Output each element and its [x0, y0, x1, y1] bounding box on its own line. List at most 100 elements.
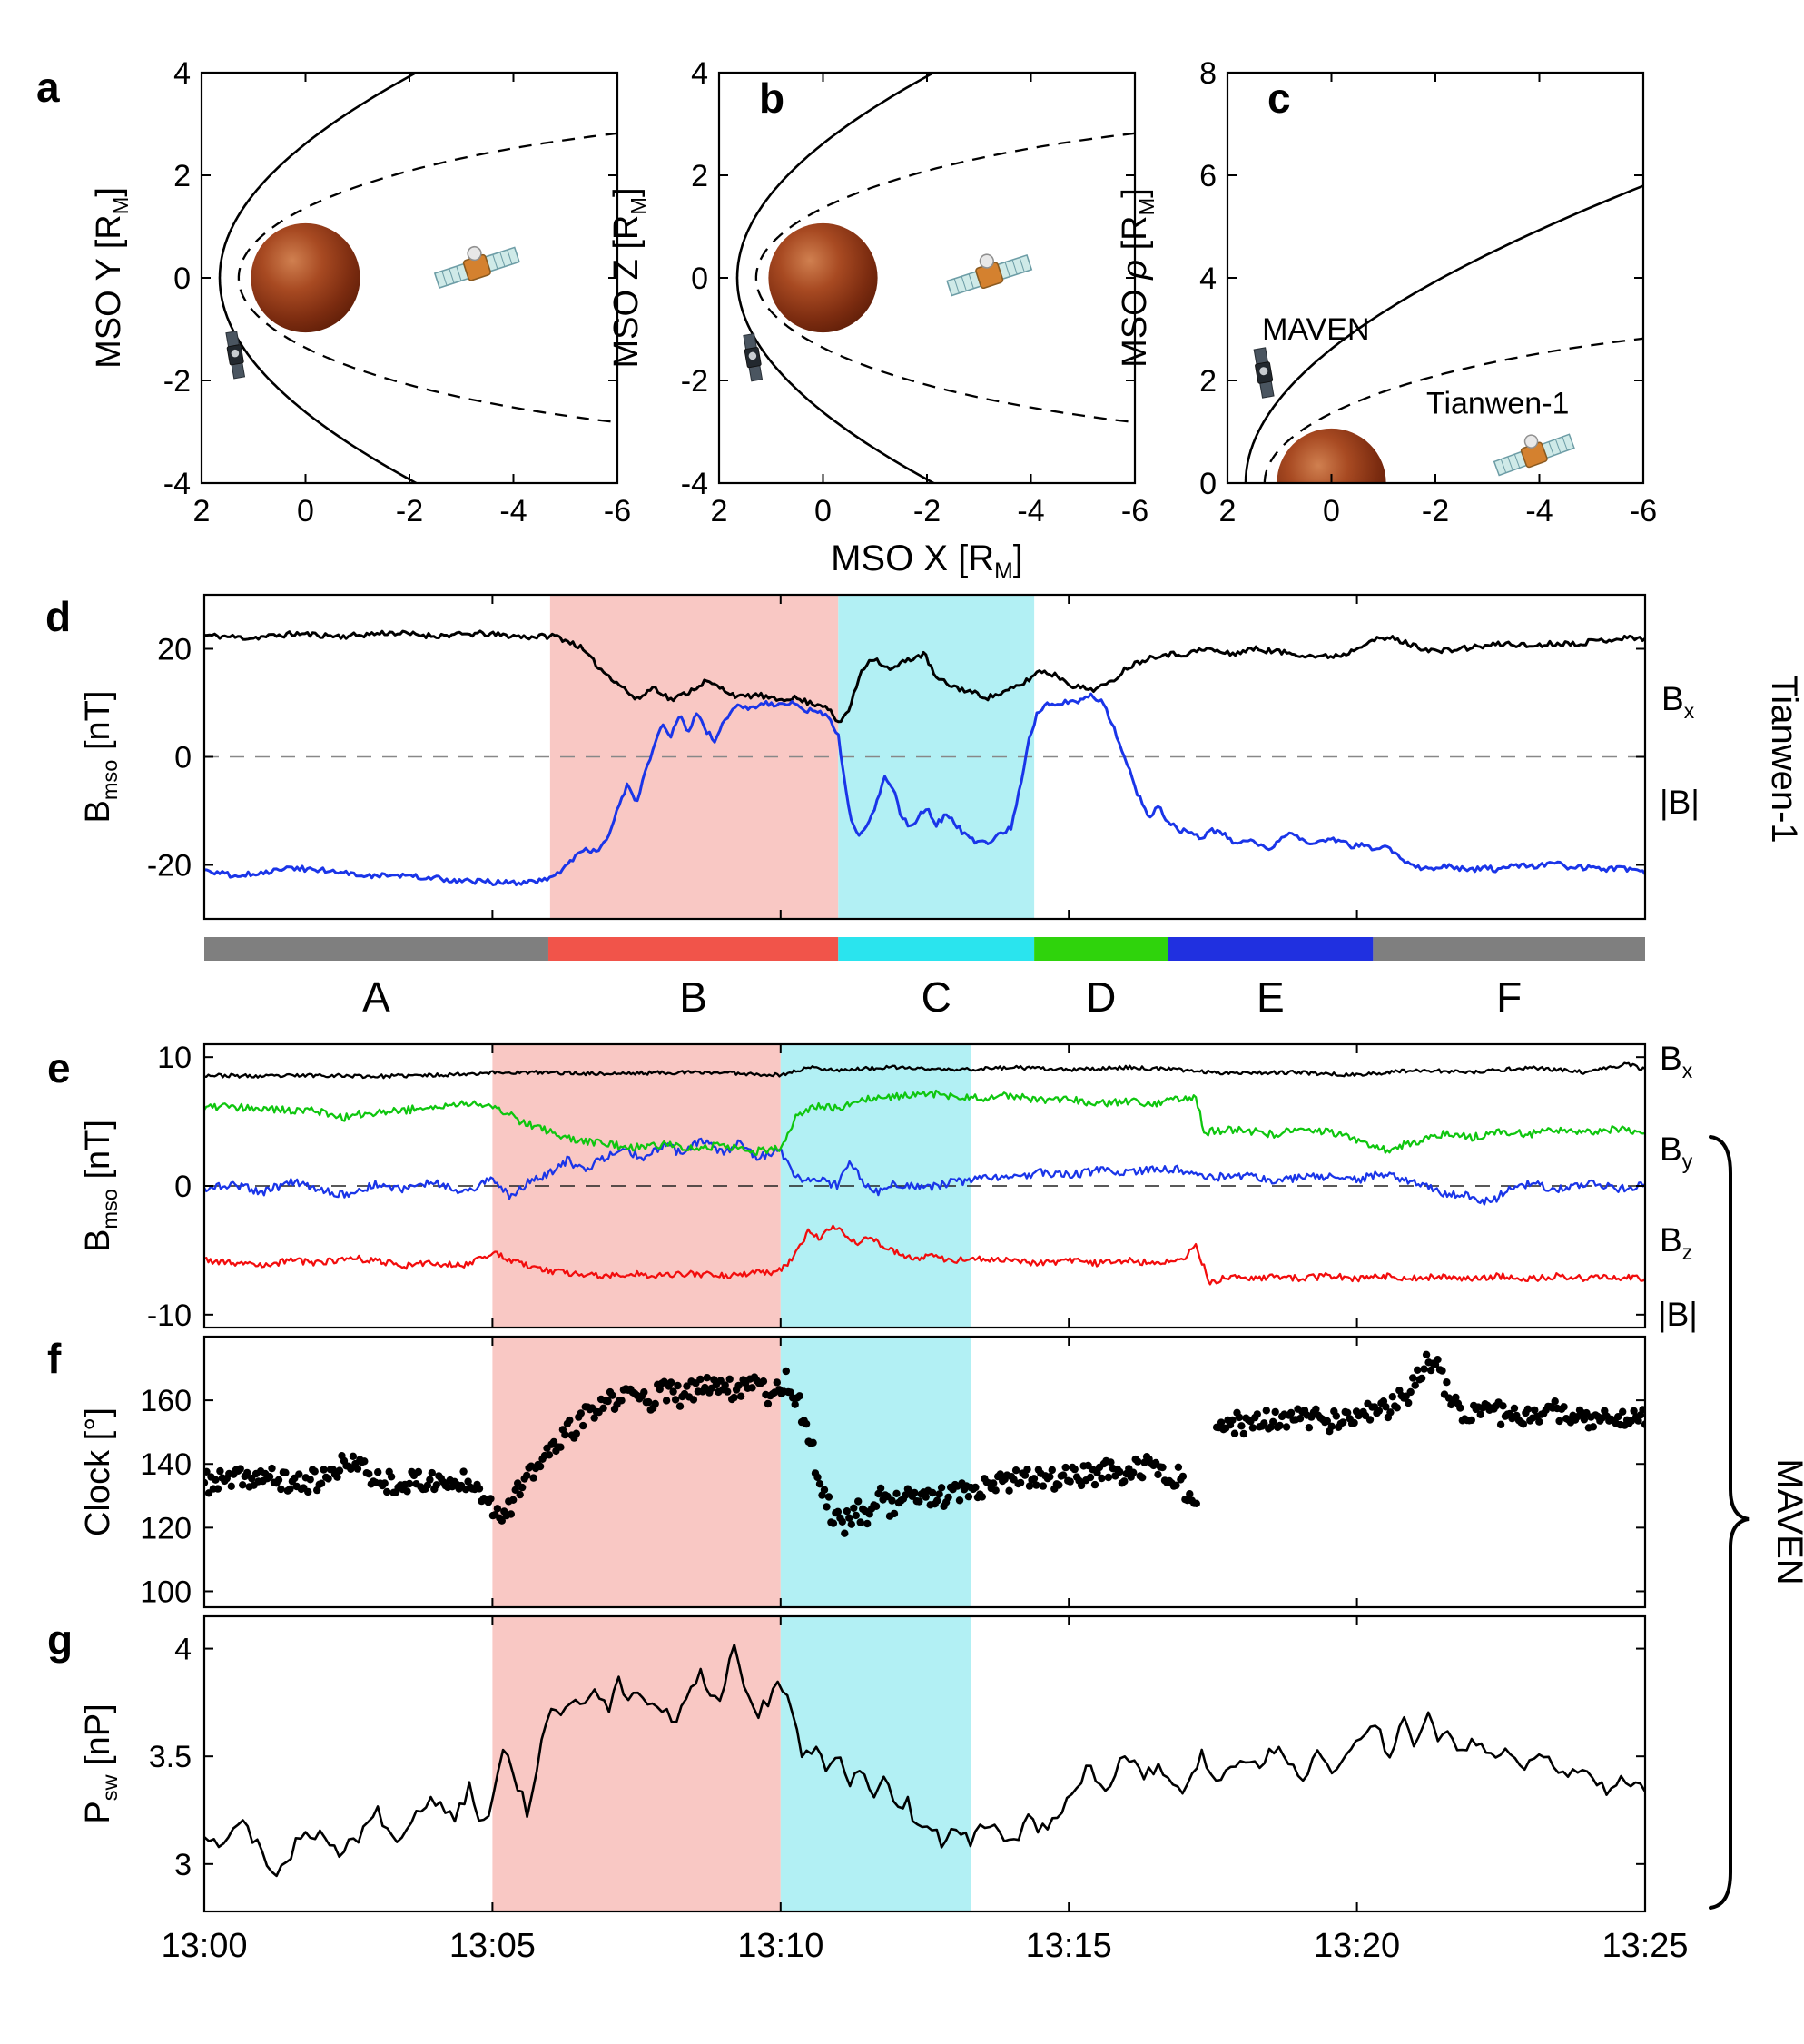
scatter-point — [964, 1493, 973, 1501]
scatter-point — [662, 1397, 671, 1405]
y-tick-label: 0 — [691, 262, 708, 296]
y-tick-label: -10 — [147, 1298, 192, 1333]
timeseries-panel-d: -20 0 20 Bmso [nT] d Bx |B| — [45, 593, 1700, 921]
scatter-point — [1174, 1463, 1183, 1472]
segment-bar: A B C D E F — [204, 937, 1645, 1021]
scatter-point — [843, 1507, 851, 1516]
scatter-point — [1098, 1474, 1106, 1483]
y-tick-label: 0 — [173, 262, 191, 296]
scatter-point — [823, 1503, 831, 1511]
scatter-point — [1496, 1420, 1505, 1429]
scatter-point — [475, 1485, 484, 1493]
series-Bx — [204, 1137, 1645, 1206]
scatter-point — [933, 1496, 941, 1505]
x-tick-label: -2 — [396, 494, 423, 528]
scatter-point — [277, 1485, 285, 1494]
scatter-point — [236, 1465, 244, 1473]
y-axis-label: Psw [nP] — [79, 1703, 122, 1823]
scatter-point — [1510, 1404, 1519, 1413]
scatter-point — [1066, 1477, 1074, 1486]
scatter-point — [1382, 1403, 1390, 1411]
scatter-point — [529, 1474, 537, 1482]
scatter-point — [890, 1509, 899, 1518]
scatter-point — [317, 1479, 326, 1487]
scatter-point — [432, 1481, 440, 1489]
bow-shock-curve — [218, 73, 419, 483]
scatter-point — [1060, 1471, 1068, 1479]
scatter-point — [955, 1496, 964, 1505]
scatter-point — [1030, 1475, 1039, 1483]
scatter-point — [360, 1457, 369, 1466]
interval-shade-f-0 — [492, 1337, 781, 1607]
time-tick-label: 13:15 — [1026, 1927, 1112, 1965]
scatter-point — [944, 1493, 952, 1502]
scatter-point — [1139, 1474, 1147, 1482]
mpb-curve — [1263, 337, 1643, 483]
scatter-point — [313, 1486, 321, 1495]
time-tick-label: 13:00 — [161, 1927, 247, 1965]
scatter-point — [1456, 1404, 1464, 1412]
scatter-point — [990, 1479, 998, 1487]
x-tick-label: 2 — [711, 494, 728, 528]
scatter-point — [608, 1391, 616, 1399]
scatter-point — [324, 1475, 332, 1483]
segment-label-D: D — [1086, 973, 1116, 1021]
scatter-point — [773, 1378, 781, 1387]
scatter-point — [549, 1437, 558, 1447]
y-tick-label: 0 — [1199, 467, 1217, 501]
scatter-point — [1158, 1463, 1167, 1472]
y-axis-label: Clock [°] — [79, 1407, 117, 1536]
scatter-point — [268, 1464, 276, 1473]
timeseries-panel-g: 13:00 13:05 13:10 13:15 13:20 13:25 3 3.5 4 Psw [… — [47, 1614, 1689, 1965]
panel-letter-g: g — [47, 1616, 73, 1664]
y-tick-label: 8 — [1199, 56, 1217, 91]
scatter-point — [645, 1397, 653, 1407]
scatter-point — [557, 1443, 565, 1451]
scatter-point — [599, 1404, 607, 1413]
scatter-point — [1055, 1481, 1063, 1489]
scatter-point — [815, 1480, 824, 1488]
scatter-point — [833, 1507, 843, 1516]
orbit-panel-b: 2 0 -2 -4 -6 -4 -2 0 2 4 MSO Z [RM] b — [607, 56, 1148, 528]
scatter-point — [1414, 1366, 1422, 1375]
scatter-point — [996, 1470, 1004, 1478]
scatter-point — [1025, 1482, 1034, 1490]
scatter-point — [1286, 1408, 1296, 1417]
scatter-point — [1420, 1365, 1428, 1373]
tianwen1-side-label: Tianwen-1 — [1764, 675, 1804, 843]
scatter-point — [1262, 1407, 1271, 1415]
y-tick-label: 10 — [157, 1041, 192, 1075]
scatter-point — [1230, 1429, 1239, 1437]
y-tick-label: 3.5 — [149, 1740, 192, 1774]
scatter-point — [572, 1429, 580, 1437]
orbit-label-tianwen-1: Tianwen-1 — [1426, 387, 1569, 421]
maven-spacecraft-icon — [743, 332, 764, 382]
segment-C — [838, 937, 1035, 961]
scatter-point — [511, 1486, 519, 1495]
scatter-point — [675, 1402, 685, 1410]
scatter-point — [725, 1375, 734, 1384]
y-tick-label: -20 — [147, 849, 192, 884]
y-tick-label: -2 — [681, 364, 708, 399]
scatter-point — [1434, 1356, 1442, 1364]
scatter-point — [1276, 1421, 1284, 1430]
scatter-point — [1016, 1478, 1025, 1487]
legend-label-e-1: By — [1660, 1131, 1693, 1173]
scatter-point — [349, 1452, 358, 1461]
scatter-point — [295, 1470, 303, 1478]
scatter-point — [405, 1479, 414, 1488]
scatter-point — [1305, 1424, 1314, 1432]
scatter-point — [426, 1476, 434, 1484]
scatter-point — [651, 1399, 659, 1408]
scatter-point — [1235, 1413, 1244, 1422]
panel-letter-f: f — [47, 1335, 62, 1382]
scatter-point — [824, 1493, 833, 1501]
scatter-point — [1350, 1418, 1358, 1427]
scatter-point — [935, 1490, 943, 1498]
scatter-point — [696, 1375, 705, 1384]
maven-spacecraft-icon — [1253, 347, 1275, 399]
scatter-point — [1438, 1367, 1446, 1375]
scatter-point — [1032, 1481, 1040, 1489]
scatter-point — [1555, 1417, 1563, 1426]
scatter-point — [1426, 1366, 1435, 1375]
